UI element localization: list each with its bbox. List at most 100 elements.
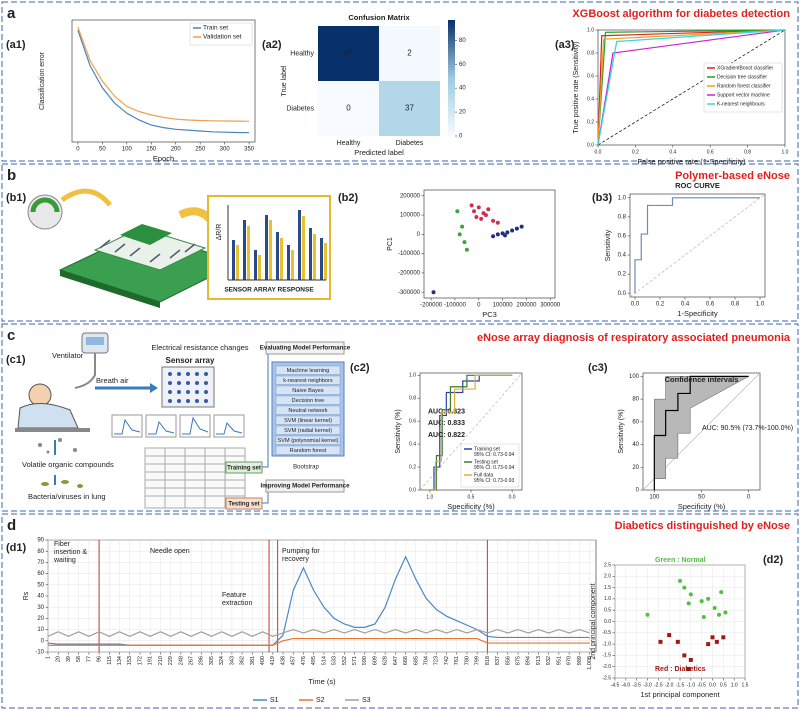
point — [495, 220, 500, 225]
label: Bootstrap — [293, 465, 319, 471]
x-tick-label: 761 — [454, 656, 460, 665]
colorbar-label: 80 — [459, 38, 466, 44]
legend-note: 95% CI: 0.73-0.94 — [474, 452, 515, 458]
sensor-dots — [168, 372, 208, 403]
y-tick-label: 80 — [37, 549, 44, 555]
model-item — [275, 425, 341, 435]
point — [706, 642, 711, 647]
legend-box — [703, 62, 783, 113]
x-tick-label: 300 — [220, 147, 231, 153]
x-axis-label: Time (s) — [308, 677, 336, 686]
x-tick-label: 150 — [146, 147, 157, 153]
x-tick-label: 742 — [444, 656, 450, 665]
annotation: Fiber insertion & waiting — [54, 541, 88, 564]
patient-body — [17, 403, 79, 429]
y-tick-label: -2.5 — [602, 675, 611, 681]
auc-label: AUC: 0.833 — [428, 420, 465, 427]
point — [688, 657, 693, 662]
panel-label: (b3) — [592, 192, 613, 204]
section-label: b — [7, 167, 16, 184]
label: Breath air — [96, 376, 129, 385]
y-tick-label: 80 — [632, 397, 639, 403]
connector — [262, 352, 269, 504]
x-tick-label: 799 — [475, 656, 481, 665]
legend-note: 95% CI: 0.73-0.94 — [474, 465, 515, 471]
line-series — [597, 29, 786, 146]
column-label: Diabetes — [396, 140, 424, 147]
point — [699, 599, 704, 604]
x-tick-label: 100 — [122, 147, 133, 153]
y-tick-label: 100 — [629, 374, 640, 380]
annotation: AUC: 90.5% (73.7%-100.0%) — [702, 425, 794, 432]
y-tick-label: -100000 — [398, 251, 421, 257]
x-tick-label: 362 — [240, 656, 246, 665]
bed — [15, 428, 90, 432]
y-axis-label: Sensitivity (%) — [618, 409, 625, 453]
line-series — [653, 375, 749, 490]
y-tick-label: 30 — [37, 605, 44, 611]
x-tick-label: 1.0 — [731, 682, 738, 688]
x-tick-label: 305 — [209, 656, 215, 665]
tube — [74, 353, 96, 389]
legend-note: 95% CI: 0.73-0.93 — [474, 478, 515, 484]
y-tick-label: 1.0 — [587, 27, 594, 33]
model-label: Decision tree — [292, 398, 325, 404]
model-item — [275, 395, 341, 405]
x-tick-label: 438 — [280, 656, 286, 665]
legend-label: Decision tree classifier — [717, 74, 767, 80]
pipeline-diagram: (c1) Ventilator Breath air Electrical re… — [6, 332, 351, 510]
y-tick-label: -2.0 — [602, 664, 611, 670]
point — [717, 612, 721, 617]
section-frame — [1, 163, 799, 322]
x-axis-label: Specificity (%) — [447, 502, 495, 511]
x-tick-label: -1.5 — [676, 682, 685, 688]
point — [464, 247, 469, 252]
chart-title: Confidence intervals — [665, 375, 739, 384]
bacteria — [41, 480, 83, 488]
point — [514, 226, 519, 231]
annotation: Green : Normal — [655, 557, 706, 564]
y-axis-label: Rs — [23, 591, 30, 600]
x-tick-label: 1,008 — [587, 656, 593, 670]
point — [688, 592, 693, 597]
y-tick-label: 0.6 — [587, 73, 594, 79]
chart-title: ROC CURVE — [675, 181, 720, 190]
y-tick-label: 40 — [37, 594, 44, 600]
x-tick-label: 0.0 — [709, 682, 716, 688]
cell-label: 0 — [346, 104, 351, 113]
colorbar-label: 20 — [459, 110, 466, 116]
x-tick-label: 0.8 — [744, 149, 751, 155]
x-tick-label: 1.0 — [426, 494, 433, 500]
y-tick-label: 0.6 — [618, 234, 627, 240]
heat-cell — [318, 81, 379, 136]
label: Training set — [227, 466, 261, 472]
y-tick-label: 0.6 — [409, 419, 416, 425]
x-tick-label: 0.6 — [707, 149, 714, 155]
x-tick-label: 457 — [291, 656, 297, 665]
point — [474, 215, 479, 219]
line-series — [634, 197, 760, 294]
sensor-illustration: (b1) ΔR/R SENSOR ARRAY RESPONSE — [6, 188, 331, 308]
x-tick-label: 343 — [229, 656, 235, 665]
box — [265, 479, 345, 493]
x-tick-label: 115 — [107, 656, 113, 665]
reference-line — [597, 29, 786, 146]
x-tick-label: 134 — [117, 656, 123, 665]
panel-label: (c3) — [588, 362, 608, 374]
line-series — [47, 628, 590, 637]
x-tick-label: 666 — [403, 656, 409, 665]
model-item — [275, 375, 341, 385]
x-tick-label: 476 — [301, 656, 307, 665]
section-title: Polymer-based eNose — [675, 170, 790, 182]
x-tick-label: 723 — [434, 656, 440, 665]
row-label: Healthy — [290, 50, 314, 57]
point — [686, 666, 691, 671]
point — [645, 612, 650, 617]
x-tick-label: 1.5 — [742, 682, 749, 688]
patient-head — [28, 383, 52, 407]
y-tick-label: 20 — [37, 616, 44, 622]
x-tick-label: 856 — [505, 656, 511, 665]
model-label: k-nearest neighbors — [283, 378, 333, 384]
x-tick-label: 0.0 — [631, 302, 640, 308]
x-tick-label: 571 — [352, 656, 358, 665]
